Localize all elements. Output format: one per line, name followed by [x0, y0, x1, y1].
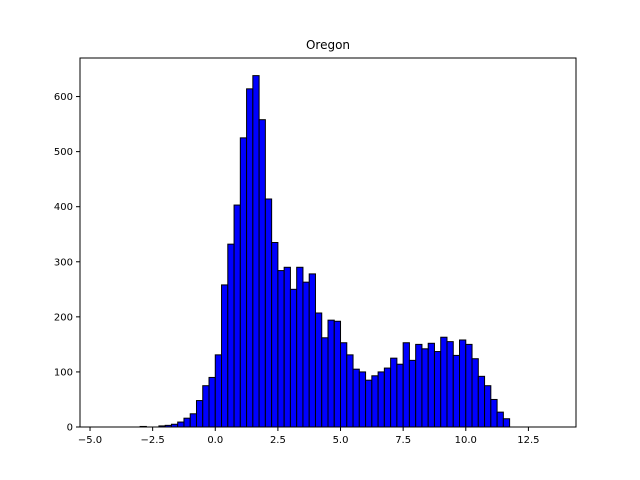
x-tick-label: 0.0 — [207, 435, 223, 446]
histogram-bar — [459, 339, 467, 428]
histogram-bar — [208, 376, 216, 428]
histogram-bar — [446, 341, 454, 428]
histogram-bar — [195, 400, 204, 428]
x-tick-label: 2.5 — [270, 435, 286, 446]
histogram-bar — [471, 358, 479, 428]
histogram-bar — [371, 375, 379, 428]
histogram-bar — [452, 354, 461, 428]
y-tick-label: 200 — [54, 312, 73, 323]
histogram-bar — [258, 119, 266, 428]
histogram-bar — [233, 204, 241, 428]
histogram-bar — [264, 198, 273, 428]
histogram-bar — [490, 398, 498, 428]
histogram-bar — [302, 281, 310, 428]
chart-title: Oregon — [306, 38, 350, 52]
histogram-bar — [365, 379, 373, 428]
histogram-bar — [252, 75, 260, 428]
histogram-bar — [340, 342, 348, 428]
histogram-bar — [496, 411, 504, 428]
histogram-bar — [333, 320, 342, 428]
histogram-bar — [346, 354, 354, 428]
histogram-bar — [183, 417, 191, 428]
x-tick-label: 5.0 — [333, 435, 349, 446]
y-tick-label: 600 — [54, 92, 73, 103]
histogram-bar — [189, 413, 197, 428]
y-axis: 0 100 200 300 400 500 600 — [54, 92, 80, 434]
histogram-bar — [308, 273, 316, 428]
histogram-bar — [296, 266, 304, 428]
x-tick-label: 7.5 — [395, 435, 411, 446]
bars-group — [139, 75, 511, 428]
x-tick-label: 12.5 — [517, 435, 539, 446]
histogram-bar — [221, 284, 229, 428]
histogram-bar — [383, 367, 392, 428]
histogram-bar — [246, 88, 254, 428]
histogram-bar — [327, 319, 335, 428]
histogram-bar — [314, 312, 323, 428]
y-tick-label: 0 — [67, 423, 73, 434]
histogram-bar — [283, 266, 291, 428]
histogram-bar — [440, 336, 448, 428]
histogram-bar — [227, 243, 235, 428]
histogram-bar — [502, 418, 511, 428]
histogram-bar — [352, 368, 360, 428]
histogram-bar — [477, 375, 486, 428]
histogram-bar — [484, 385, 492, 428]
histogram-bar — [358, 371, 367, 428]
histogram-bar — [214, 354, 223, 428]
histogram-bar — [202, 385, 210, 428]
histogram-bar — [465, 343, 473, 428]
histogram-bar — [415, 343, 423, 428]
y-tick-label: 400 — [54, 202, 73, 213]
histogram-bar — [433, 351, 442, 428]
x-axis: −5.0 −2.5 0.0 2.5 5.0 7.5 10.0 12.5 — [78, 427, 540, 446]
histogram-bar — [321, 337, 329, 428]
histogram-bar — [271, 242, 279, 428]
y-tick-label: 300 — [54, 257, 73, 268]
histogram-bar — [396, 363, 404, 428]
plot-frame — [79, 57, 577, 428]
histogram-bar — [408, 359, 417, 428]
histogram-bar — [390, 357, 398, 428]
y-tick-label: 100 — [54, 367, 73, 378]
histogram-bar — [277, 270, 285, 428]
x-tick-label: −2.5 — [140, 435, 164, 446]
histogram-bar — [402, 342, 410, 428]
x-tick-label: −5.0 — [78, 435, 102, 446]
x-tick-label: 10.0 — [455, 435, 477, 446]
histogram-bar — [239, 137, 248, 428]
histogram-bar — [177, 421, 185, 428]
histogram-bar — [377, 371, 385, 428]
histogram-bar — [421, 348, 429, 428]
y-tick-label: 500 — [54, 147, 73, 158]
histogram-bar — [427, 342, 435, 428]
histogram-bar — [289, 288, 298, 428]
